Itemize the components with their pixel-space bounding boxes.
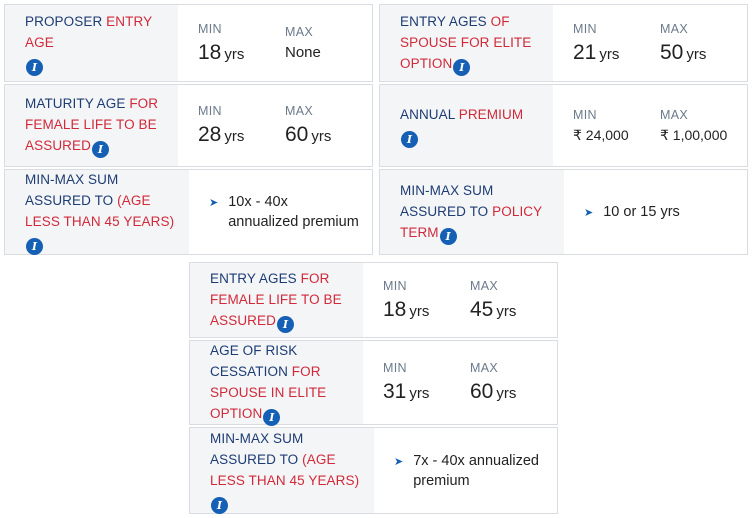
- max-column: MAX 60 yrs: [470, 361, 517, 403]
- min-column: MIN 18 yrs: [383, 278, 430, 321]
- min-column: MIN 21 yrs: [573, 21, 620, 64]
- min-value: 21: [573, 40, 597, 64]
- min-value: 18: [383, 297, 407, 321]
- min-column: MIN ₹ 24,000: [573, 108, 660, 144]
- info-icon[interactable]: i: [263, 408, 281, 426]
- bullet-item: ➤ 10x - 40x annualized premium: [209, 192, 360, 232]
- policy-term-card: MIN-MAX SUM ASSURED TO POLICY TERM i ➤ 10 …: [379, 169, 748, 255]
- entry-age-female-card: ENTRY AGES FOR FEMALE LIFE TO BE ASSURED…: [189, 262, 558, 338]
- min-value: 31: [383, 380, 407, 403]
- annual-premium-label: ANNUAL PREMIUMi: [380, 85, 553, 166]
- proposer-entry-age-values: MIN 18 yrs MAX None: [178, 5, 372, 81]
- spouse-entry-age-label: ENTRY AGES OF SPOUSE FOR ELITE OPTION i: [380, 5, 553, 81]
- sum-assured-age-label: MIN-MAX SUM ASSURED TO (AGE LESS THAN 45…: [5, 170, 189, 255]
- info-icon[interactable]: i: [26, 238, 43, 255]
- min-column: MIN 18 yrs: [198, 21, 245, 64]
- max-value: ₹ 1,00,000: [660, 126, 728, 143]
- policy-term-value: 10 or 15 yrs: [603, 203, 680, 220]
- annual-premium-card: ANNUAL PREMIUMi MIN ₹ 24,000 MAX ₹ 1,00,00…: [379, 84, 748, 167]
- arrow-bullet-icon: ➤: [584, 206, 594, 219]
- info-icon[interactable]: i: [439, 227, 457, 245]
- max-column: MAX ₹ 1,00,000: [660, 108, 747, 144]
- info-icon[interactable]: i: [276, 315, 294, 333]
- min-value: 28: [198, 123, 222, 146]
- sum-assured-age-values: ➤ 10x - 40x annualized premium: [189, 170, 372, 254]
- proposer-entry-age-label: PROPOSER ENTRY AGE i: [5, 5, 178, 81]
- sum-assured-age-card: MIN-MAX SUM ASSURED TO (AGE LESS THAN 45…: [4, 169, 373, 255]
- sum-assured-value: 7x - 40x annualized premium: [413, 452, 539, 489]
- min-value: ₹ 24,000: [573, 126, 629, 143]
- spouse-entry-age-values: MIN 21 yrs MAX 50 yrs: [553, 5, 747, 81]
- policy-term-label: MIN-MAX SUM ASSURED TO POLICY TERM i: [380, 170, 564, 254]
- info-icon[interactable]: i: [401, 130, 418, 148]
- max-value: None: [285, 44, 321, 61]
- max-value: 45: [470, 297, 494, 321]
- bullet-item: ➤ 7x - 40x annualized premium: [394, 451, 545, 491]
- entry-age-female-label: ENTRY AGES FOR FEMALE LIFE TO BE ASSURED…: [190, 263, 363, 337]
- risk-cessation-label: AGE OF RISK CESSATION FOR SPOUSE IN ELIT…: [190, 341, 363, 426]
- spouse-entry-age-card: ENTRY AGES OF SPOUSE FOR ELITE OPTION i M…: [379, 4, 748, 82]
- sum-assured-bottom-card: MIN-MAX SUM ASSURED TO (AGE LESS THAN 45…: [189, 427, 558, 514]
- min-value: 18: [198, 40, 222, 64]
- max-value: 60: [285, 123, 309, 146]
- max-column: MAX 60 yrs: [285, 104, 332, 146]
- risk-cessation-values: MIN 31 yrs MAX 60 yrs: [363, 341, 557, 424]
- risk-cessation-card: AGE OF RISK CESSATION FOR SPOUSE IN ELIT…: [189, 340, 558, 426]
- max-column: MAX 50 yrs: [660, 21, 707, 64]
- min-column: MIN 28 yrs: [198, 104, 245, 146]
- maturity-age-values: MIN 28 yrs MAX 60 yrs: [178, 85, 372, 166]
- max-column: MAX None: [285, 25, 372, 61]
- proposer-entry-age-card: PROPOSER ENTRY AGE i MIN 18 yrs MAX None: [4, 4, 373, 82]
- max-column: MAX 45 yrs: [470, 278, 517, 321]
- info-icon[interactable]: i: [26, 58, 43, 76]
- min-column: MIN 31 yrs: [383, 361, 430, 403]
- arrow-bullet-icon: ➤: [209, 197, 219, 209]
- sum-assured-value: 10x - 40x annualized premium: [228, 194, 359, 230]
- info-icon[interactable]: i: [91, 141, 109, 158]
- info-icon[interactable]: i: [453, 58, 471, 76]
- max-value: 60: [470, 380, 494, 403]
- sum-assured-bottom-label: MIN-MAX SUM ASSURED TO (AGE LESS THAN 45…: [190, 428, 374, 514]
- maturity-age-label: MATURITY AGE FOR FEMALE LIFE TO BE ASSUR…: [5, 85, 178, 166]
- policy-term-values: ➤ 10 or 15 yrs: [564, 170, 747, 254]
- maturity-age-card: MATURITY AGE FOR FEMALE LIFE TO BE ASSUR…: [4, 84, 373, 167]
- bullet-item: ➤ 10 or 15 yrs: [584, 202, 680, 223]
- max-value: 50: [660, 40, 684, 64]
- arrow-bullet-icon: ➤: [394, 455, 404, 468]
- sum-assured-bottom-values: ➤ 7x - 40x annualized premium: [374, 428, 557, 513]
- annual-premium-values: MIN ₹ 24,000 MAX ₹ 1,00,000: [553, 85, 747, 166]
- entry-age-female-values: MIN 18 yrs MAX 45 yrs: [363, 263, 557, 337]
- info-icon[interactable]: i: [211, 496, 228, 514]
